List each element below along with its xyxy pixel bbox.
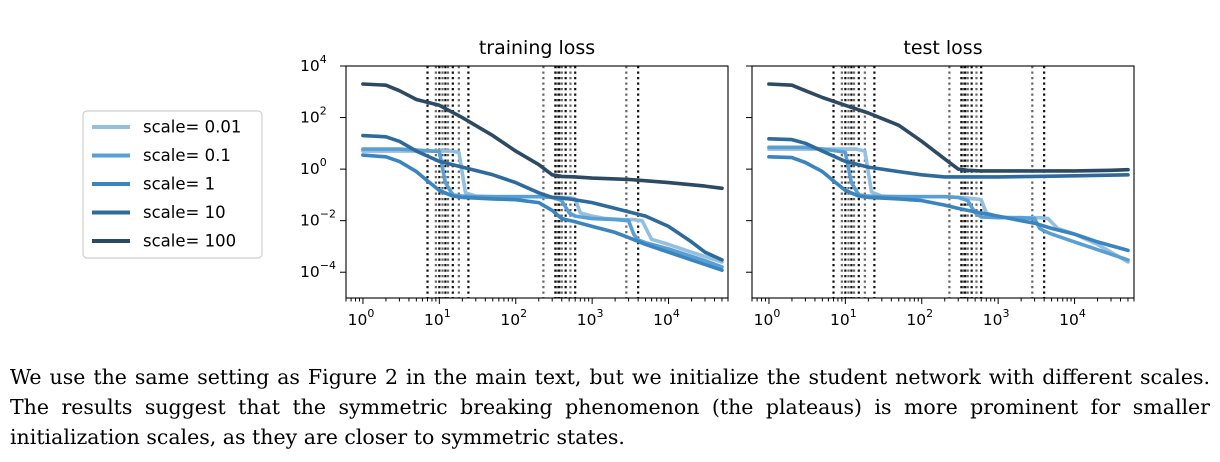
x-tick-label: 101: [830, 307, 857, 329]
series-line-1: [767, 145, 1130, 262]
legend-label: scale= 0.01: [143, 118, 241, 137]
legend: scale= 0.01 scale= 0.1 scale= 1 scale= 10 sc…: [82, 110, 263, 259]
series-line-3: [767, 137, 1130, 179]
legend-label: scale= 100: [143, 232, 236, 251]
y-tick-label: 10−4: [300, 259, 336, 281]
panel-title: training loss: [479, 37, 595, 59]
plot-frame: [751, 65, 1135, 299]
caption: We use the same setting as Figure 2 in t…: [10, 365, 1210, 449]
series-line-2: [767, 155, 1130, 253]
series-line-4: [361, 82, 724, 191]
x-tick-label: 103: [983, 307, 1010, 329]
panel-title: test loss: [903, 37, 982, 59]
series-line-4: [767, 82, 1130, 173]
x-tick-label: 104: [653, 307, 680, 329]
figure: scale= 0.01 scale= 0.1 scale= 1 scale= 10 sc…: [82, 37, 1135, 329]
test-loss-panel: 100 101 102 103 104 test loss: [746, 37, 1135, 329]
legend-box: [82, 110, 263, 259]
legend-label: scale= 1: [143, 175, 215, 194]
series-line-0: [767, 147, 1130, 264]
x-tick-label: 102: [500, 307, 527, 329]
plot-frame: [345, 65, 729, 299]
y-tick-label: 100: [300, 156, 327, 178]
x-tick-label: 104: [1059, 307, 1086, 329]
x-tick-label: 100: [754, 307, 781, 329]
y-tick-label: 10−2: [300, 208, 336, 230]
x-tick-label: 100: [348, 307, 375, 329]
series-line-2: [361, 153, 724, 272]
legend-label: scale= 10: [143, 203, 226, 222]
x-tick-label: 103: [577, 307, 604, 329]
x-tick-label: 102: [906, 307, 933, 329]
series-line-3: [361, 133, 724, 262]
legend-label: scale= 0.1: [143, 146, 231, 165]
y-tick-label: 104: [300, 53, 327, 75]
y-tick-label: 102: [300, 105, 327, 127]
x-tick-label: 101: [424, 307, 451, 329]
training-loss-panel: 100 101 102 103 104 10−4 10−2 100 102 104 training…: [300, 37, 729, 329]
